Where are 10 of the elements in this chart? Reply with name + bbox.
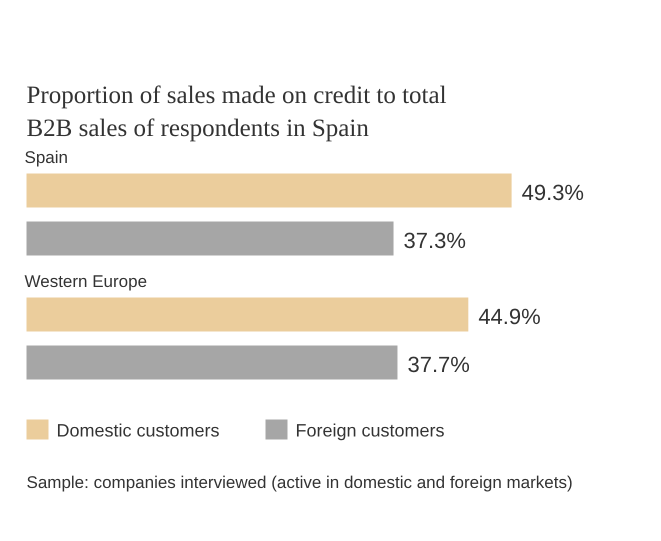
- data-label: 37.3%: [404, 228, 466, 253]
- chart-title: Proportion of sales made on credit to total B2B sales of respondents in Spain: [26, 82, 447, 142]
- legend-label: Foreign customers: [296, 420, 445, 440]
- data-label: 44.9%: [478, 304, 541, 329]
- text: Sample: companies interviewed (active in domestic and foreign markets): [26, 473, 573, 492]
- y-tick-label: Western Europe: [24, 272, 148, 291]
- data-label: 37.7%: [407, 352, 470, 377]
- data-label: 49.3%: [522, 180, 584, 205]
- legend-label: Domestic customers: [56, 420, 220, 440]
- y-tick-label: Spain: [24, 148, 68, 167]
